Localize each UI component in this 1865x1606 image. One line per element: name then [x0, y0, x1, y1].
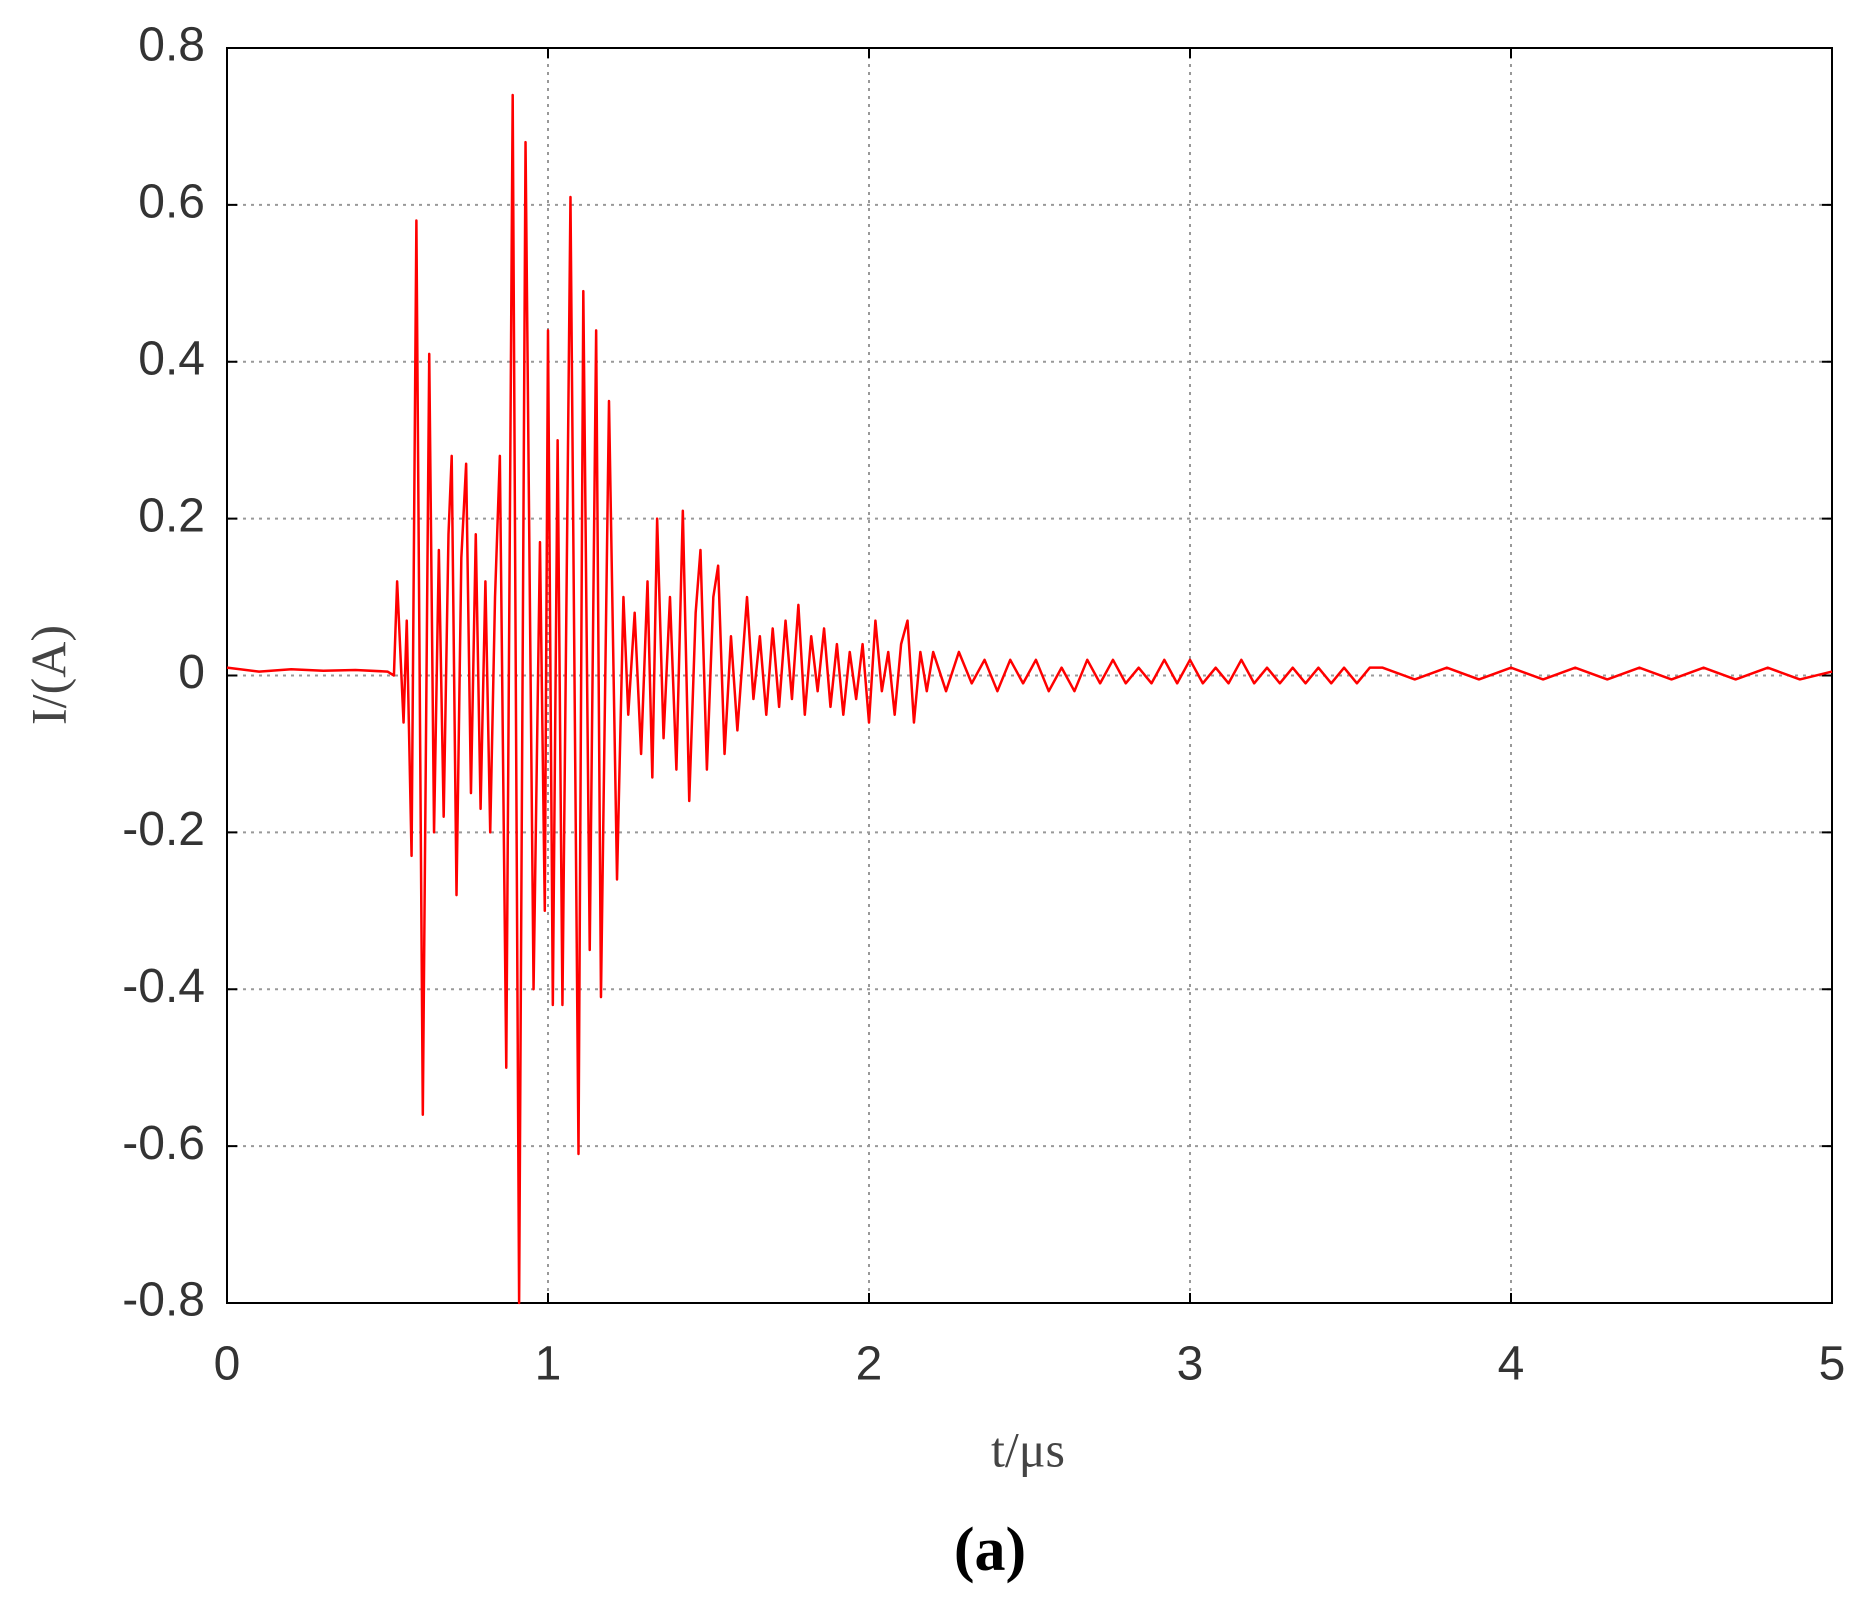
data-line — [226, 93, 1833, 1305]
x-tick-label: 0 — [214, 1338, 241, 1391]
x-tick-label: 3 — [1177, 1338, 1204, 1391]
x-axis-label: t/μs — [991, 1421, 1065, 1477]
caption: (a) — [954, 1516, 1026, 1584]
y-axis-label: I/(A) — [20, 625, 76, 725]
x-tick-label: 1 — [535, 1338, 562, 1391]
x-tick-label: 2 — [856, 1338, 883, 1391]
y-tick-label: -0.4 — [122, 960, 205, 1013]
y-tick-label: -0.8 — [122, 1274, 205, 1327]
y-tick-label: 0 — [178, 646, 205, 699]
plot-frame — [226, 47, 1833, 1304]
y-tick-label: 0.4 — [138, 332, 205, 385]
x-tick-label: 5 — [1819, 1338, 1846, 1391]
y-tick-label: 0.8 — [138, 19, 205, 72]
y-tick-label: 0.2 — [138, 489, 205, 542]
y-tick-label: 0.6 — [138, 176, 205, 229]
y-tick-label: -0.2 — [122, 803, 205, 856]
y-tick-label: -0.6 — [122, 1117, 205, 1170]
x-tick-label: 4 — [1498, 1338, 1525, 1391]
